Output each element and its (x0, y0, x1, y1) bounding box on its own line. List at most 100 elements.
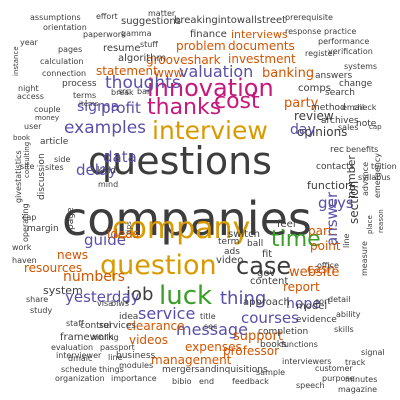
word-grooveshark: grooveshark (146, 53, 221, 67)
word-skills: skills (334, 325, 354, 334)
word-delay: delay (76, 161, 117, 179)
word-investment: investment (228, 52, 296, 66)
word-couple: couple (34, 105, 61, 114)
word-margin: margin (27, 224, 59, 234)
word-site: site (20, 162, 35, 171)
word-yesterday: yesterday (65, 288, 140, 306)
word-dmaic: dmaic (68, 354, 93, 363)
word-management: management (151, 353, 232, 367)
word-resume: resume (103, 43, 141, 54)
word-performance: performance (318, 37, 370, 46)
word-party: party (284, 96, 319, 111)
word-switch: switch (228, 229, 260, 240)
word-resources: resources (24, 261, 83, 275)
word-discussion: discussion (37, 153, 47, 200)
word-companies: companies (62, 192, 312, 246)
word-minutes: minutes (345, 375, 378, 384)
word-instance: instance (12, 46, 20, 76)
word-break: break (111, 88, 134, 97)
word-email: email (342, 103, 365, 112)
word-finance: finance (190, 29, 227, 40)
word-ideas: ideas (107, 227, 139, 241)
word-algorithm: algorithm (118, 53, 167, 64)
word-books: books (260, 340, 287, 350)
word-fit: fit (262, 249, 273, 260)
word-verification: verification (328, 47, 373, 56)
word-benefits: benefits (346, 145, 379, 154)
word-term: term (218, 237, 240, 247)
word-purpose: purpose (322, 374, 355, 383)
word-feedback: feedback (232, 377, 269, 386)
word-ads: ads (224, 247, 240, 257)
word-service: service (138, 304, 196, 323)
word-calculation: calculation (40, 57, 84, 66)
word-share: share (26, 295, 49, 304)
word-luck: luck (159, 281, 213, 311)
word-note: note (356, 119, 377, 129)
word-cap: cap (22, 213, 37, 222)
word-sales: sales (338, 123, 359, 132)
word-rec: rec (330, 145, 344, 155)
word-interviewers: interviewers (282, 357, 332, 366)
word-year: year (20, 38, 38, 47)
word-control: control (80, 321, 112, 331)
word-time: time (271, 227, 321, 252)
word-tuition: tuition (371, 162, 397, 171)
word-schedule: schedule (61, 365, 97, 374)
word-sites: sites (45, 163, 64, 172)
word-check: check (353, 103, 377, 112)
word-magazine: magazine (338, 385, 378, 394)
word-company: company (112, 211, 251, 246)
word-night: night (18, 84, 39, 93)
word-point: point (310, 239, 341, 253)
word-sample: sample (256, 368, 286, 377)
word-prerequisite: prerequisite (285, 13, 333, 22)
word-line: line (108, 353, 123, 362)
word-interview: interview (152, 116, 268, 145)
word-search: search (325, 88, 355, 98)
word-sort: sort (315, 297, 331, 306)
word-sec: sec (204, 322, 218, 331)
word-place: place (366, 215, 374, 234)
word-system: system (43, 284, 83, 297)
word-modules: modules (119, 361, 154, 370)
word-staff: staff (66, 319, 84, 328)
word-thanks: thanks (147, 95, 222, 120)
word-emergency: emergency (373, 153, 382, 198)
word-register: register (305, 49, 336, 58)
word-sigma: sigma (77, 99, 120, 115)
word-website: website (289, 265, 340, 280)
word-response: response (285, 27, 322, 36)
word-bar: bar (137, 87, 151, 96)
word-syllabus: syllabus (358, 173, 391, 182)
word-kind: kind (97, 166, 117, 176)
word-importance: importance (111, 374, 157, 383)
word-clearance: clearance (126, 319, 185, 333)
word-job: job (126, 284, 154, 305)
word-customer: customer (315, 364, 353, 373)
word-answers: answers (315, 71, 353, 81)
word-business: business (116, 351, 156, 361)
word-thing: thing (220, 288, 267, 309)
word-change: change (339, 79, 373, 89)
word-paperwork: paperwork (83, 30, 126, 39)
word-hope: hope (286, 296, 321, 312)
word-news: news (57, 248, 89, 262)
word-suggestions: suggestions (121, 16, 181, 27)
word-side: side (54, 155, 71, 164)
word-evaluation: evaluation (51, 343, 94, 352)
word-matter: matter (148, 9, 176, 18)
word-function: function (307, 179, 352, 192)
word-process: process (62, 79, 97, 89)
word-content: content (250, 276, 289, 287)
word-numbers: numbers (63, 269, 125, 285)
word-cost: cost (214, 89, 260, 114)
word-gamma: gamma (121, 29, 152, 38)
word-completion: completion (258, 327, 309, 337)
word-line: line (342, 233, 351, 248)
word-guide: guide (84, 231, 126, 249)
word-banking: banking (262, 66, 315, 81)
word-givestatistics: givestatistics (14, 150, 23, 203)
word-services: services (99, 321, 136, 331)
word-data: data (103, 148, 137, 166)
